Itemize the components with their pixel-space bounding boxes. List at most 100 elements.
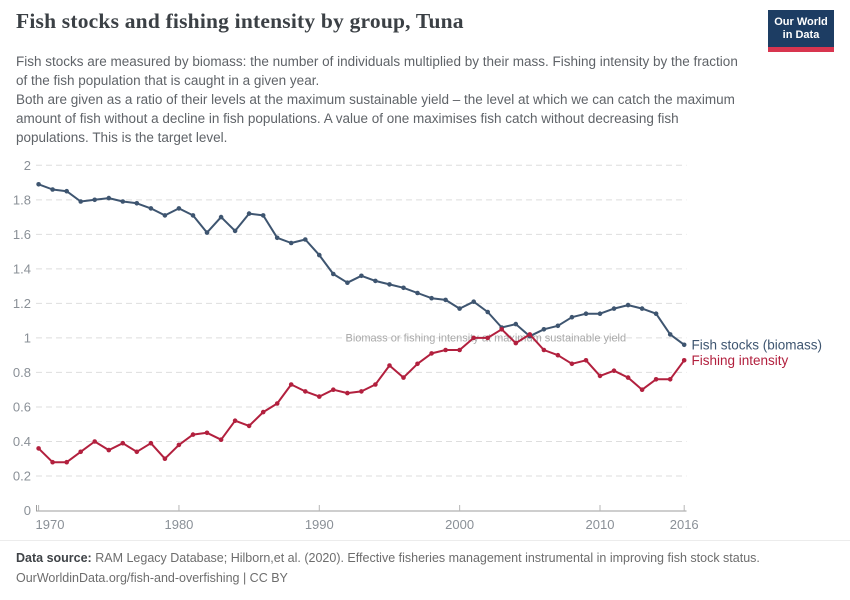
- data-point-fishing-intensity-2008[interactable]: [569, 361, 575, 367]
- data-point-fish-stocks-biomass-1978[interactable]: [148, 206, 154, 211]
- data-point-fishing-intensity-1996[interactable]: [401, 375, 406, 380]
- data-point-fishing-intensity-2016[interactable]: [681, 358, 687, 363]
- subtitle-paragraph-1: Fish stocks are measured by biomass: the…: [16, 54, 738, 88]
- data-point-fish-stocks-biomass-2009[interactable]: [583, 311, 589, 317]
- data-point-fish-stocks-biomass-1980[interactable]: [176, 206, 182, 211]
- data-point-fish-stocks-biomass-1993[interactable]: [359, 273, 364, 279]
- data-point-fishing-intensity-1975[interactable]: [106, 447, 112, 453]
- data-point-fishing-intensity-2015[interactable]: [667, 377, 673, 382]
- data-point-fishing-intensity-2001[interactable]: [471, 335, 477, 341]
- data-point-fish-stocks-biomass-1970[interactable]: [36, 182, 41, 187]
- data-point-fishing-intensity-1989[interactable]: [303, 389, 308, 394]
- data-point-fish-stocks-biomass-2010[interactable]: [597, 311, 603, 317]
- data-point-fish-stocks-biomass-1994[interactable]: [373, 278, 378, 284]
- data-point-fish-stocks-biomass-1999[interactable]: [443, 297, 448, 303]
- y-tick-label-1.8: 1.8: [13, 192, 31, 207]
- data-point-fishing-intensity-2007[interactable]: [555, 352, 561, 358]
- series-line-fish-stocks-biomass[interactable]: [37, 183, 686, 346]
- data-point-fish-stocks-biomass-1997[interactable]: [415, 290, 420, 296]
- data-point-fish-stocks-biomass-2015[interactable]: [667, 332, 673, 337]
- data-point-fishing-intensity-1981[interactable]: [190, 432, 196, 437]
- data-point-fishing-intensity-1992[interactable]: [345, 390, 350, 396]
- data-point-fishing-intensity-2006[interactable]: [541, 347, 547, 353]
- data-point-fish-stocks-biomass-1981[interactable]: [190, 213, 196, 218]
- data-point-fish-stocks-biomass-1985[interactable]: [246, 211, 252, 216]
- data-point-fishing-intensity-1995[interactable]: [387, 363, 392, 368]
- data-point-fish-stocks-biomass-1988[interactable]: [288, 240, 294, 246]
- data-point-fish-stocks-biomass-2014[interactable]: [653, 311, 659, 317]
- data-point-fishing-intensity-1974[interactable]: [92, 439, 97, 444]
- data-point-fish-stocks-biomass-2001[interactable]: [471, 299, 477, 305]
- data-point-fishing-intensity-1971[interactable]: [50, 459, 55, 465]
- data-point-fish-stocks-biomass-1979[interactable]: [162, 213, 168, 218]
- data-point-fishing-intensity-2000[interactable]: [457, 347, 462, 353]
- data-point-fish-stocks-biomass-1982[interactable]: [204, 230, 210, 235]
- data-point-fishing-intensity-1988[interactable]: [288, 382, 294, 387]
- owid-logo-stripe: [768, 47, 834, 52]
- data-point-fishing-intensity-1985[interactable]: [246, 423, 252, 429]
- data-point-fish-stocks-biomass-2013[interactable]: [639, 306, 645, 311]
- data-point-fishing-intensity-2004[interactable]: [513, 340, 519, 346]
- data-point-fishing-intensity-1998[interactable]: [429, 351, 434, 356]
- data-point-fishing-intensity-1987[interactable]: [274, 401, 280, 406]
- data-point-fish-stocks-biomass-1986[interactable]: [260, 213, 266, 218]
- data-point-fish-stocks-biomass-2012[interactable]: [625, 302, 631, 308]
- data-point-fishing-intensity-2009[interactable]: [583, 358, 589, 363]
- data-point-fish-stocks-biomass-1992[interactable]: [345, 280, 350, 286]
- data-point-fishing-intensity-1999[interactable]: [443, 347, 448, 353]
- data-point-fish-stocks-biomass-2008[interactable]: [569, 314, 575, 320]
- data-point-fish-stocks-biomass-1995[interactable]: [387, 282, 392, 287]
- data-point-fish-stocks-biomass-2004[interactable]: [513, 321, 519, 327]
- data-point-fishing-intensity-1970[interactable]: [36, 446, 41, 451]
- data-point-fishing-intensity-2010[interactable]: [597, 373, 603, 379]
- data-point-fishing-intensity-1993[interactable]: [359, 389, 364, 394]
- data-point-fishing-intensity-2012[interactable]: [625, 375, 631, 380]
- data-point-fishing-intensity-1978[interactable]: [148, 440, 154, 446]
- series-label-fishing-intensity: Fishing intensity: [692, 353, 789, 368]
- data-point-fishing-intensity-2002[interactable]: [485, 335, 491, 341]
- data-point-fish-stocks-biomass-1976[interactable]: [120, 199, 126, 204]
- data-point-fish-stocks-biomass-1973[interactable]: [78, 199, 83, 204]
- data-point-fish-stocks-biomass-1972[interactable]: [64, 188, 69, 194]
- data-point-fishing-intensity-2011[interactable]: [611, 368, 617, 374]
- data-point-fishing-intensity-1973[interactable]: [78, 449, 83, 455]
- data-point-fish-stocks-biomass-1991[interactable]: [331, 271, 336, 277]
- data-point-fish-stocks-biomass-1974[interactable]: [92, 197, 97, 203]
- data-point-fishing-intensity-2005[interactable]: [527, 332, 533, 337]
- data-point-fishing-intensity-1994[interactable]: [373, 382, 378, 387]
- data-point-fish-stocks-biomass-2006[interactable]: [541, 327, 547, 332]
- data-point-fishing-intensity-1991[interactable]: [331, 387, 336, 393]
- data-point-fishing-intensity-1972[interactable]: [64, 459, 69, 465]
- data-point-fish-stocks-biomass-1989[interactable]: [303, 237, 308, 242]
- data-point-fishing-intensity-1997[interactable]: [415, 361, 420, 367]
- data-point-fishing-intensity-1986[interactable]: [260, 409, 266, 415]
- data-point-fishing-intensity-2003[interactable]: [499, 327, 505, 332]
- data-point-fish-stocks-biomass-1975[interactable]: [106, 195, 112, 201]
- data-point-fishing-intensity-1979[interactable]: [162, 456, 168, 462]
- data-point-fishing-intensity-1990[interactable]: [317, 394, 322, 399]
- data-point-fishing-intensity-1977[interactable]: [134, 449, 140, 455]
- data-point-fish-stocks-biomass-1984[interactable]: [232, 228, 238, 234]
- data-point-fishing-intensity-1980[interactable]: [176, 442, 182, 448]
- data-point-fish-stocks-biomass-1971[interactable]: [50, 187, 55, 192]
- data-point-fishing-intensity-1984[interactable]: [232, 418, 238, 424]
- owid-logo[interactable]: Our World in Data: [768, 10, 834, 52]
- data-point-fish-stocks-biomass-2011[interactable]: [611, 306, 617, 311]
- data-point-fishing-intensity-2013[interactable]: [639, 387, 645, 393]
- data-point-fish-stocks-biomass-1990[interactable]: [317, 252, 322, 258]
- data-point-fish-stocks-biomass-1983[interactable]: [218, 214, 224, 220]
- data-point-fishing-intensity-1982[interactable]: [204, 430, 210, 436]
- data-point-fish-stocks-biomass-1977[interactable]: [134, 201, 140, 206]
- data-point-fish-stocks-biomass-2000[interactable]: [457, 306, 462, 311]
- data-point-fish-stocks-biomass-1996[interactable]: [401, 285, 406, 291]
- data-point-fish-stocks-biomass-2002[interactable]: [485, 309, 491, 315]
- data-point-fish-stocks-biomass-1998[interactable]: [429, 295, 434, 301]
- data-point-fishing-intensity-1976[interactable]: [120, 440, 126, 446]
- data-point-fish-stocks-biomass-1987[interactable]: [274, 235, 280, 241]
- data-point-fish-stocks-biomass-2007[interactable]: [555, 323, 561, 329]
- data-point-fishing-intensity-1983[interactable]: [218, 437, 224, 443]
- data-point-fishing-intensity-2014[interactable]: [653, 377, 659, 382]
- series-line-fishing-intensity[interactable]: [37, 328, 686, 464]
- data-point-fish-stocks-biomass-2016[interactable]: [681, 342, 687, 348]
